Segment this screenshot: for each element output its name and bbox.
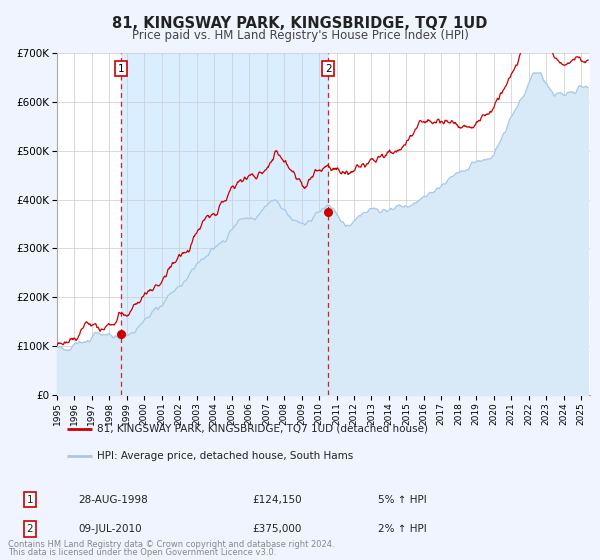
- Bar: [121, 53, 328, 395]
- Text: 2: 2: [325, 64, 331, 73]
- Text: 28-AUG-1998: 28-AUG-1998: [78, 494, 148, 505]
- Text: 1: 1: [26, 494, 34, 505]
- Text: 81, KINGSWAY PARK, KINGSBRIDGE, TQ7 1UD (detached house): 81, KINGSWAY PARK, KINGSBRIDGE, TQ7 1UD …: [97, 424, 428, 434]
- Text: This data is licensed under the Open Government Licence v3.0.: This data is licensed under the Open Gov…: [8, 548, 276, 557]
- Text: 09-JUL-2010: 09-JUL-2010: [78, 524, 142, 534]
- Text: Contains HM Land Registry data © Crown copyright and database right 2024.: Contains HM Land Registry data © Crown c…: [8, 540, 334, 549]
- Text: 2: 2: [26, 524, 34, 534]
- Text: HPI: Average price, detached house, South Hams: HPI: Average price, detached house, Sout…: [97, 451, 353, 461]
- Text: 5% ↑ HPI: 5% ↑ HPI: [378, 494, 427, 505]
- Text: 1: 1: [118, 64, 124, 73]
- Text: £124,150: £124,150: [252, 494, 302, 505]
- Text: Price paid vs. HM Land Registry's House Price Index (HPI): Price paid vs. HM Land Registry's House …: [131, 29, 469, 42]
- Text: 81, KINGSWAY PARK, KINGSBRIDGE, TQ7 1UD: 81, KINGSWAY PARK, KINGSBRIDGE, TQ7 1UD: [112, 16, 488, 31]
- Text: 2% ↑ HPI: 2% ↑ HPI: [378, 524, 427, 534]
- Text: £375,000: £375,000: [252, 524, 301, 534]
